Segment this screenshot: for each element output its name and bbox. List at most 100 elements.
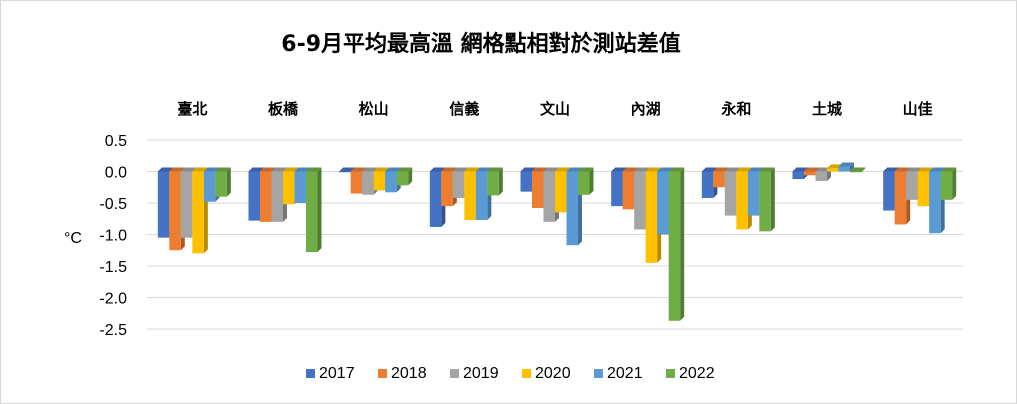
bar-front [271, 171, 283, 222]
bar-top [804, 167, 820, 172]
bar-front [396, 171, 409, 186]
bar-front [883, 171, 895, 211]
bar-front [906, 171, 918, 200]
legend-swatch [378, 369, 387, 378]
bar-front [260, 171, 272, 222]
y-tick-label: 0.5 [105, 133, 127, 150]
legend-label: 2018 [391, 365, 427, 382]
bar-front [192, 171, 204, 254]
bar-top [645, 167, 662, 172]
bar-side [952, 167, 957, 200]
bar-side [408, 167, 413, 186]
bar-front [532, 171, 544, 209]
bar-top [566, 167, 582, 172]
bar-front [736, 171, 748, 230]
bar-front [578, 171, 590, 195]
bar-2022-信義 [487, 167, 503, 196]
bar-top [520, 167, 536, 172]
y-tick-label: -1.5 [99, 259, 127, 276]
bar-side [850, 162, 854, 172]
bar-top [429, 167, 446, 172]
bar-front [645, 171, 658, 263]
legend-label: 2021 [607, 365, 643, 382]
bar-2022-山佳 [940, 167, 957, 200]
bar-front [362, 171, 374, 195]
bar-front [759, 171, 771, 232]
category-label: 內湖 [631, 100, 661, 118]
bar-front [248, 171, 260, 221]
bar-top [180, 167, 197, 172]
bar-top [532, 167, 548, 172]
bar-top [306, 167, 322, 172]
bar-top [838, 162, 854, 167]
bar-front [804, 171, 816, 176]
bar-top [385, 167, 401, 172]
bar-front [487, 171, 499, 196]
legend-swatch [450, 369, 459, 378]
category-label: 松山 [359, 100, 389, 118]
legend-label: 2019 [463, 365, 499, 382]
bar-front [917, 171, 930, 207]
bar-2022-土城 [850, 167, 866, 173]
bar-top [169, 167, 185, 172]
category-label: 山佳 [903, 100, 933, 118]
bar-front [929, 171, 941, 234]
bar-front [747, 171, 760, 216]
bar-front [894, 171, 907, 225]
bar-front [339, 171, 351, 173]
bar-top [475, 167, 492, 172]
legend-swatch [522, 369, 531, 378]
bar-top [724, 167, 741, 172]
bar-front [668, 171, 681, 321]
bar-top [396, 167, 413, 172]
bar-top [701, 167, 718, 172]
bar-top [713, 167, 729, 172]
bar-top [362, 167, 378, 172]
bar-top [850, 167, 866, 172]
category-label: 永和 [720, 100, 751, 118]
bar-front [724, 171, 737, 216]
bar-front [373, 171, 386, 191]
bar-2021-土城 [838, 162, 854, 172]
y-tick-label: -0.5 [99, 196, 127, 213]
bar-top [441, 167, 457, 172]
bar-side [589, 167, 594, 195]
bar-top [260, 167, 276, 172]
bar-side [770, 167, 775, 232]
bar-front [180, 171, 193, 238]
bar-top [940, 167, 957, 172]
bar-2022-永和 [759, 167, 775, 232]
bar-top [339, 167, 355, 172]
bar-front [441, 171, 453, 207]
bar-front [475, 171, 488, 221]
bar-front [838, 166, 850, 172]
bar-top [248, 167, 264, 172]
bar-front [350, 171, 363, 194]
legend-swatch [666, 369, 675, 378]
bar-side [317, 167, 322, 253]
category-labels: 臺北 板橋 松山 信義 文山 內湖 永和 土城 山佳 [177, 100, 932, 118]
legend-swatch [306, 369, 315, 378]
y-tick-label: -2.0 [99, 291, 127, 308]
bar-front [815, 171, 827, 181]
category-label: 土城 [812, 100, 842, 118]
y-tick-label: -1.0 [99, 228, 127, 245]
bar-front [203, 171, 216, 202]
bar-2022-松山 [396, 167, 413, 186]
bar-side [498, 167, 503, 196]
bar-front [634, 171, 646, 230]
category-label: 板橋 [268, 100, 299, 118]
legend: 2017 2018 2019 2020 2021 2022 [306, 365, 715, 382]
bar-front [385, 171, 397, 193]
bar-front [555, 171, 567, 213]
bar-top [294, 167, 310, 172]
bar-top [668, 167, 685, 172]
chart-title: 6-9月平均最高溫 網格點相對於測站差值 [281, 31, 680, 57]
bar-front [294, 171, 306, 203]
bar-front [622, 171, 635, 210]
bar-front [157, 171, 170, 238]
bar-top [622, 167, 639, 172]
bar-front [701, 171, 714, 198]
bar-front [657, 171, 669, 235]
